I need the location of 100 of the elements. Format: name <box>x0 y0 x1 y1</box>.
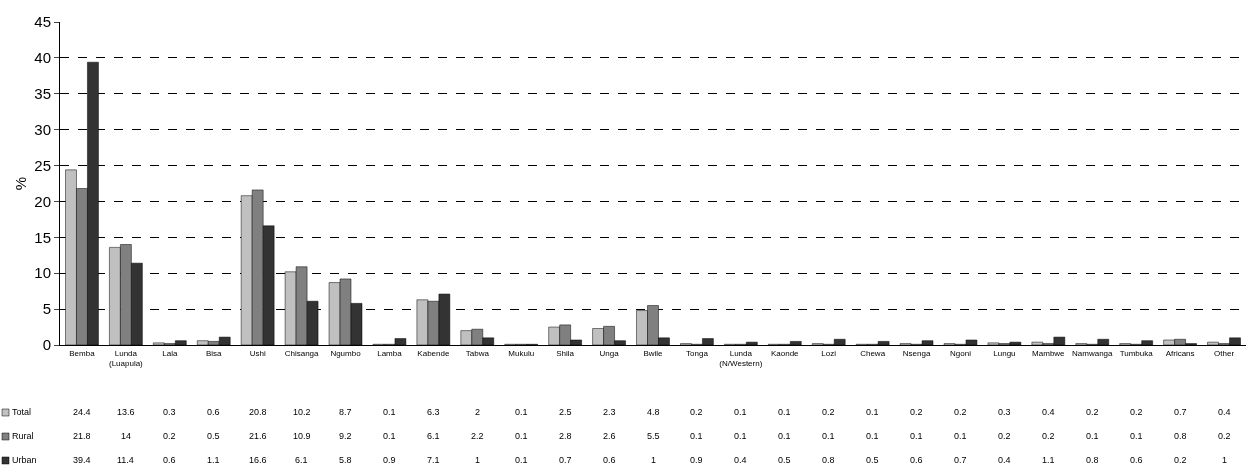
data-label: 4.8 <box>647 407 660 417</box>
data-label: 0.1 <box>383 407 396 417</box>
x-tick-label: Ushi <box>249 348 266 358</box>
data-label: 1.1 <box>1042 455 1055 465</box>
data-label: 0.8 <box>1086 455 1099 465</box>
data-label: 5.8 <box>339 455 352 465</box>
data-label: 1 <box>475 455 481 465</box>
legend-label: Rural <box>12 431 34 441</box>
data-label: 0.2 <box>690 407 703 417</box>
x-tick-label: Mambwe <box>1032 348 1066 358</box>
data-label: 0.7 <box>954 455 967 465</box>
x-tick-label: Lozi <box>821 348 837 358</box>
y-tick-label: 45 <box>34 13 51 31</box>
data-label: 0.2 <box>1174 455 1187 465</box>
data-label: 0.1 <box>1086 431 1099 441</box>
x-tick-label: Mukulu <box>508 348 535 358</box>
y-tick-label: 5 <box>42 300 51 318</box>
data-label: 0.1 <box>866 407 879 417</box>
data-label: 2.6 <box>603 431 616 441</box>
data-label: 0.1 <box>778 431 791 441</box>
data-label: 0.2 <box>1042 431 1055 441</box>
data-label: 2 <box>475 407 481 417</box>
data-label: 6.3 <box>427 407 440 417</box>
data-label: 0.1 <box>515 455 528 465</box>
data-label: 1.1 <box>207 455 220 465</box>
data-label: 0.3 <box>163 407 176 417</box>
x-tick-label: Lunda (Luapula) <box>108 348 144 368</box>
data-label: 20.8 <box>249 407 267 417</box>
data-label: 21.8 <box>73 431 91 441</box>
y-axis-title: % <box>11 176 29 191</box>
x-tick-label: Africans <box>1165 348 1195 358</box>
data-label: 0.4 <box>998 455 1011 465</box>
x-tick-label: Kabende <box>417 348 450 358</box>
y-tick-label: 25 <box>34 156 51 174</box>
data-label: 0.9 <box>690 455 703 465</box>
data-label: 0.5 <box>866 455 879 465</box>
data-label: 7.1 <box>427 455 440 465</box>
data-label: 0.2 <box>163 431 176 441</box>
x-tick-label: Shila <box>556 348 575 358</box>
data-label: 16.6 <box>249 455 267 465</box>
data-label: 24.4 <box>73 407 91 417</box>
x-tick-label: Chisanga <box>284 348 320 358</box>
x-tick-label: Lungu <box>993 348 1016 358</box>
data-label: 0.2 <box>954 407 967 417</box>
data-label: 2.5 <box>559 407 572 417</box>
legend-label: Urban <box>12 455 37 465</box>
data-label: 0.6 <box>603 455 616 465</box>
data-label: 13.6 <box>117 407 135 417</box>
data-label: 10.9 <box>293 431 311 441</box>
data-label: 0.1 <box>822 431 835 441</box>
data-label: 0.2 <box>822 407 835 417</box>
data-label: 0.1 <box>515 431 528 441</box>
data-label: 10.2 <box>293 407 311 417</box>
data-label: 1 <box>651 455 657 465</box>
data-label: 0.4 <box>734 455 747 465</box>
data-label: 0.2 <box>1218 431 1231 441</box>
x-tick-label: Ngoni <box>950 348 972 358</box>
data-label: 0.6 <box>163 455 176 465</box>
data-label: 0.1 <box>690 431 703 441</box>
data-label: 0.1 <box>866 431 879 441</box>
x-tick-label: Lamba <box>377 348 403 358</box>
data-label: 0.1 <box>734 407 747 417</box>
data-label: 0.1 <box>734 431 747 441</box>
data-label: 0.7 <box>1174 407 1187 417</box>
data-label: 0.1 <box>910 431 923 441</box>
x-tick-label: Bemba <box>69 348 96 358</box>
data-label: 0.1 <box>954 431 967 441</box>
data-label: 2.8 <box>559 431 572 441</box>
data-label: 0.1 <box>515 407 528 417</box>
data-label: 0.2 <box>1086 407 1099 417</box>
x-tick-label: Tumbuka <box>1119 348 1154 358</box>
legend-label: Total <box>12 407 32 417</box>
data-label: 0.9 <box>383 455 396 465</box>
data-label: 0.7 <box>559 455 572 465</box>
y-tick-label: 10 <box>34 264 51 282</box>
y-tick-label: 20 <box>34 192 51 210</box>
x-tick-label: Tonga <box>686 348 709 358</box>
data-label: 0.8 <box>822 455 835 465</box>
x-tick-label: Ngumbo <box>330 348 362 358</box>
data-label: 9.2 <box>339 431 352 441</box>
data-label: 6.1 <box>427 431 440 441</box>
data-label: 2.2 <box>471 431 484 441</box>
data-label: 0.4 <box>1042 407 1055 417</box>
y-tick-label: 15 <box>34 228 51 246</box>
y-tick-label: 35 <box>34 85 51 103</box>
x-tick-label: Bwile <box>643 348 664 358</box>
data-label: 0.6 <box>910 455 923 465</box>
data-label: 2.3 <box>603 407 616 417</box>
x-tick-label: Nsenga <box>902 348 931 358</box>
data-label: 6.1 <box>295 455 308 465</box>
data-label: 14 <box>121 431 132 441</box>
data-label: 0.1 <box>1130 431 1143 441</box>
x-tick-label: Lala <box>162 348 178 358</box>
data-label: 39.4 <box>73 455 91 465</box>
data-label: 0.2 <box>998 431 1011 441</box>
y-tick-label: 0 <box>42 336 51 354</box>
data-label: 0.8 <box>1174 431 1187 441</box>
data-label: 8.7 <box>339 407 352 417</box>
x-tick-label: Bisa <box>205 348 223 358</box>
data-label: 1 <box>1222 455 1228 465</box>
